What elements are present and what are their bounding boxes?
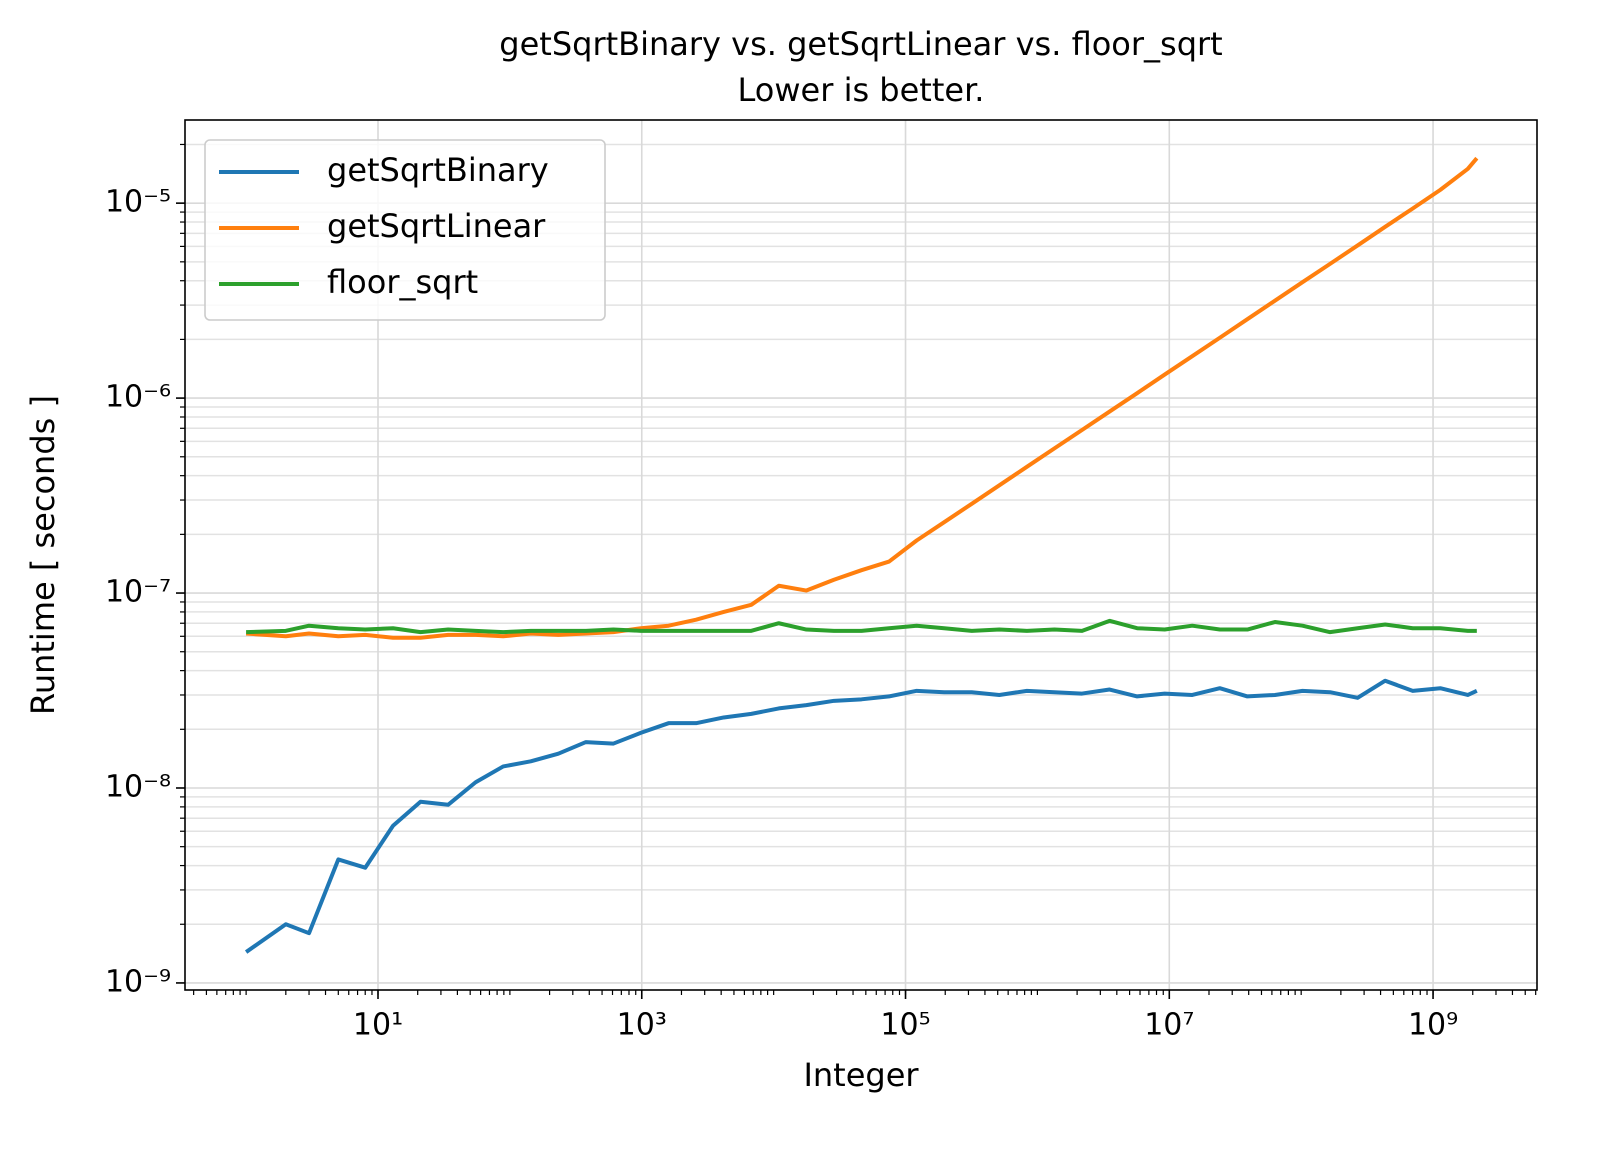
plot-frame	[184, 119, 1538, 991]
y-tick-label: 10⁻⁷	[105, 575, 171, 610]
x-tick-label: 10³	[617, 1008, 667, 1043]
legend-label: floor_sqrt	[327, 263, 478, 301]
y-tick-label: 10⁻⁵	[105, 185, 171, 220]
legend-label: getSqrtBinary	[327, 151, 549, 189]
x-tick-label: 10⁵	[880, 1008, 930, 1043]
grid	[185, 120, 1537, 990]
data-line	[245, 156, 1479, 640]
y-tick-label: 10⁻⁸	[105, 769, 171, 804]
x-axis-label: Integer	[803, 1056, 919, 1094]
legend-label: getSqrtLinear	[327, 207, 546, 245]
data-line	[246, 618, 1477, 635]
data-line	[244, 678, 1478, 954]
y-tick-label: 10⁻⁶	[105, 380, 171, 415]
x-tick-label: 10¹	[353, 1008, 403, 1043]
chart-subtitle: Lower is better.	[738, 71, 985, 109]
x-tick-label: 10⁹	[1408, 1008, 1458, 1043]
chart-title: getSqrtBinary vs. getSqrtLinear vs. floo…	[499, 25, 1222, 63]
legend-box	[204, 139, 606, 321]
y-tick-label: 10⁻⁹	[105, 964, 171, 999]
x-tick-label: 10⁷	[1144, 1008, 1194, 1043]
y-axis-label: Runtime [ seconds ]	[24, 395, 62, 715]
